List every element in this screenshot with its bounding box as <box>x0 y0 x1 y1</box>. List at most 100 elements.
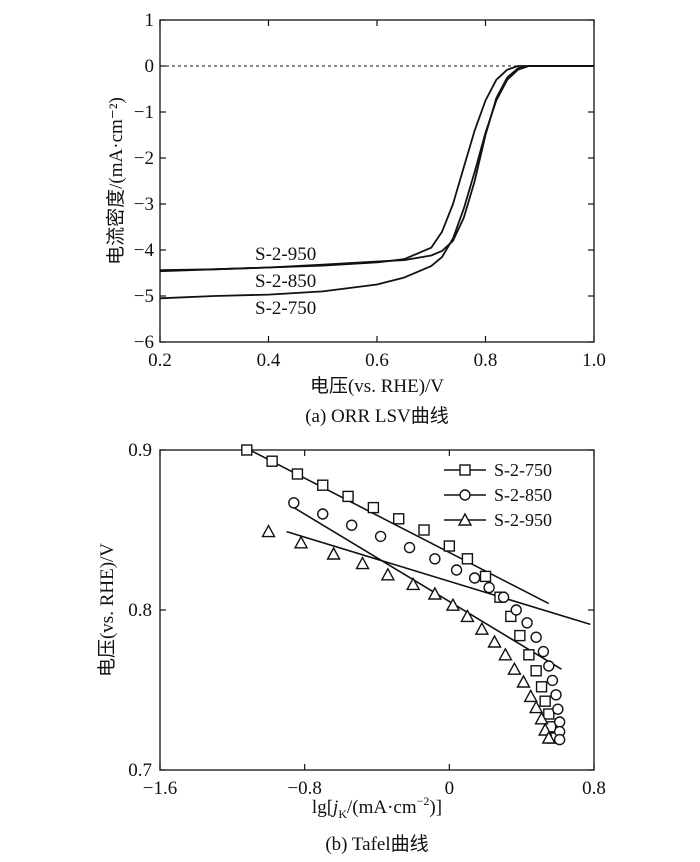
y-tick-label: −1 <box>134 102 154 123</box>
x-tick-label: −1.6 <box>143 778 177 799</box>
data-point-s-2-950 <box>534 711 549 725</box>
data-point-s-2-950 <box>523 688 538 703</box>
data-point-s-2-850 <box>288 497 300 509</box>
x-title-part-k: K <box>338 807 347 821</box>
data-point-s-2-850 <box>497 591 510 603</box>
data-point-s-2-950 <box>405 576 421 591</box>
data-point-s-2-750 <box>418 524 430 536</box>
panel-b-legend: S-2-750 S-2-850 S-2-950 <box>444 460 552 530</box>
panel-a-plot-frame <box>159 19 595 343</box>
y-tick-label: 1 <box>145 10 155 31</box>
series-line-s-2-850 <box>159 65 594 273</box>
data-point-s-2-850 <box>553 716 566 728</box>
data-point-s-2-850 <box>553 733 566 746</box>
x-title-part-unit: /(mA·cm <box>347 797 417 818</box>
panel-b-caption: (b) Tafel曲线 <box>325 833 428 855</box>
panel-a-x-axis-title: 电压(vs. RHE)/V <box>310 375 444 397</box>
data-point-s-2-750 <box>342 490 354 503</box>
y-tick-label: 0.7 <box>128 760 152 781</box>
data-point-s-2-950 <box>507 661 522 675</box>
data-point-s-2-850 <box>345 519 358 531</box>
data-point-s-2-850 <box>403 541 416 554</box>
series-label-s-2-750: S-2-750 <box>255 298 316 319</box>
x-tick-label: 0 <box>445 778 455 799</box>
data-point-s-2-750 <box>535 681 548 693</box>
y-tick-label: 0 <box>145 56 155 77</box>
data-point-s-2-850 <box>530 631 542 643</box>
data-point-s-2-750 <box>543 708 555 720</box>
panel-a-lsv-chart: 0.2 0.4 0.6 0.8 1.0 1 0 −1 −2 −3 −4 −5 −6 S-2-950 S-… <box>105 10 606 427</box>
data-point-s-2-950 <box>326 546 341 560</box>
data-point-s-2-850 <box>483 581 495 594</box>
x-title-part-exp: −2 <box>417 794 430 808</box>
data-point-s-2-850 <box>510 604 522 616</box>
data-point-s-2-750 <box>367 501 380 514</box>
data-point-s-2-850 <box>521 617 533 629</box>
data-point-s-2-950 <box>498 647 513 661</box>
data-point-s-2-950 <box>474 621 490 635</box>
y-tick-label: −4 <box>134 240 155 261</box>
data-point-s-2-750 <box>479 570 492 583</box>
panel-b-y-axis-title: 电压(vs. RHE)/V <box>96 543 118 677</box>
x-title-part-lg: lg[ <box>312 797 333 818</box>
data-point-s-2-850 <box>546 674 559 687</box>
x-title-part-j: j <box>330 797 338 818</box>
panel-b-tafel-chart: −1.6 −0.8 0 0.80.90.80.7 S-2-750S-2-850S-2-… <box>96 440 606 855</box>
x-tick-label: 0.6 <box>365 350 389 371</box>
data-point-s-2-850 <box>543 660 555 672</box>
data-point-s-2-750 <box>461 553 474 565</box>
legend-marker-s-2-950 <box>457 512 473 526</box>
y-tick-label: −3 <box>134 194 154 215</box>
data-point-s-2-850 <box>429 553 441 565</box>
legend-marker-s-2-750 <box>459 464 471 476</box>
panel-a-caption: (a) ORR LSV曲线 <box>305 405 449 427</box>
x-title-part-close: )] <box>429 797 442 818</box>
data-point-s-2-750 <box>393 513 405 525</box>
data-point-s-2-850 <box>450 564 463 576</box>
data-point-s-2-950 <box>528 700 544 714</box>
series-line-s-2-750 <box>159 65 594 300</box>
data-point-s-2-850 <box>550 689 562 701</box>
y-tick-label: −2 <box>134 148 154 169</box>
legend-label-s-2-950: S-2-950 <box>494 510 552 530</box>
legend-label-s-2-850: S-2-850 <box>494 485 552 505</box>
fit-line-s-2-850 <box>293 506 562 670</box>
data-point-s-2-850 <box>537 645 550 658</box>
panel-b-x-axis-title: lg[jK/(mA·cm−2)] <box>312 794 442 821</box>
data-point-s-2-950 <box>445 597 461 611</box>
data-point-s-2-750 <box>523 649 535 661</box>
data-point-s-2-750 <box>317 479 329 491</box>
y-tick-label: 0.9 <box>128 440 152 461</box>
data-point-s-2-950 <box>516 674 531 688</box>
data-point-s-2-750 <box>514 629 526 642</box>
data-point-s-2-750 <box>530 665 542 677</box>
x-tick-label: 0.8 <box>474 350 498 371</box>
data-point-s-2-950 <box>380 567 396 581</box>
data-point-s-2-850 <box>552 703 564 715</box>
x-tick-label: 0.4 <box>257 350 281 371</box>
data-point-s-2-850 <box>374 530 387 543</box>
y-tick-label: −5 <box>134 286 154 307</box>
data-point-s-2-950 <box>261 524 276 538</box>
data-point-s-2-750 <box>291 468 304 480</box>
legend-marker-s-2-850 <box>459 489 471 501</box>
y-tick-label: −6 <box>134 332 154 353</box>
data-point-s-2-750 <box>539 695 551 707</box>
data-point-s-2-750 <box>443 540 456 552</box>
data-point-s-2-950 <box>293 535 309 549</box>
x-tick-label: 1.0 <box>582 350 606 371</box>
data-point-s-2-950 <box>460 608 475 623</box>
panel-a-y-axis-title: 电流密度/(mA·cm⁻²) <box>105 97 127 265</box>
x-tick-label: −0.8 <box>287 778 321 799</box>
data-point-s-2-950 <box>355 556 370 570</box>
series-line-s-2-950 <box>159 65 594 272</box>
series-label-s-2-850: S-2-850 <box>255 271 316 292</box>
data-point-s-2-950 <box>487 634 502 648</box>
data-point-s-2-850 <box>468 572 481 584</box>
data-point-s-2-850 <box>317 508 329 520</box>
x-tick-label: 0.2 <box>148 350 172 371</box>
data-point-s-2-950 <box>541 730 556 744</box>
data-point-s-2-750 <box>266 455 278 467</box>
data-point-s-2-750 <box>241 444 253 456</box>
